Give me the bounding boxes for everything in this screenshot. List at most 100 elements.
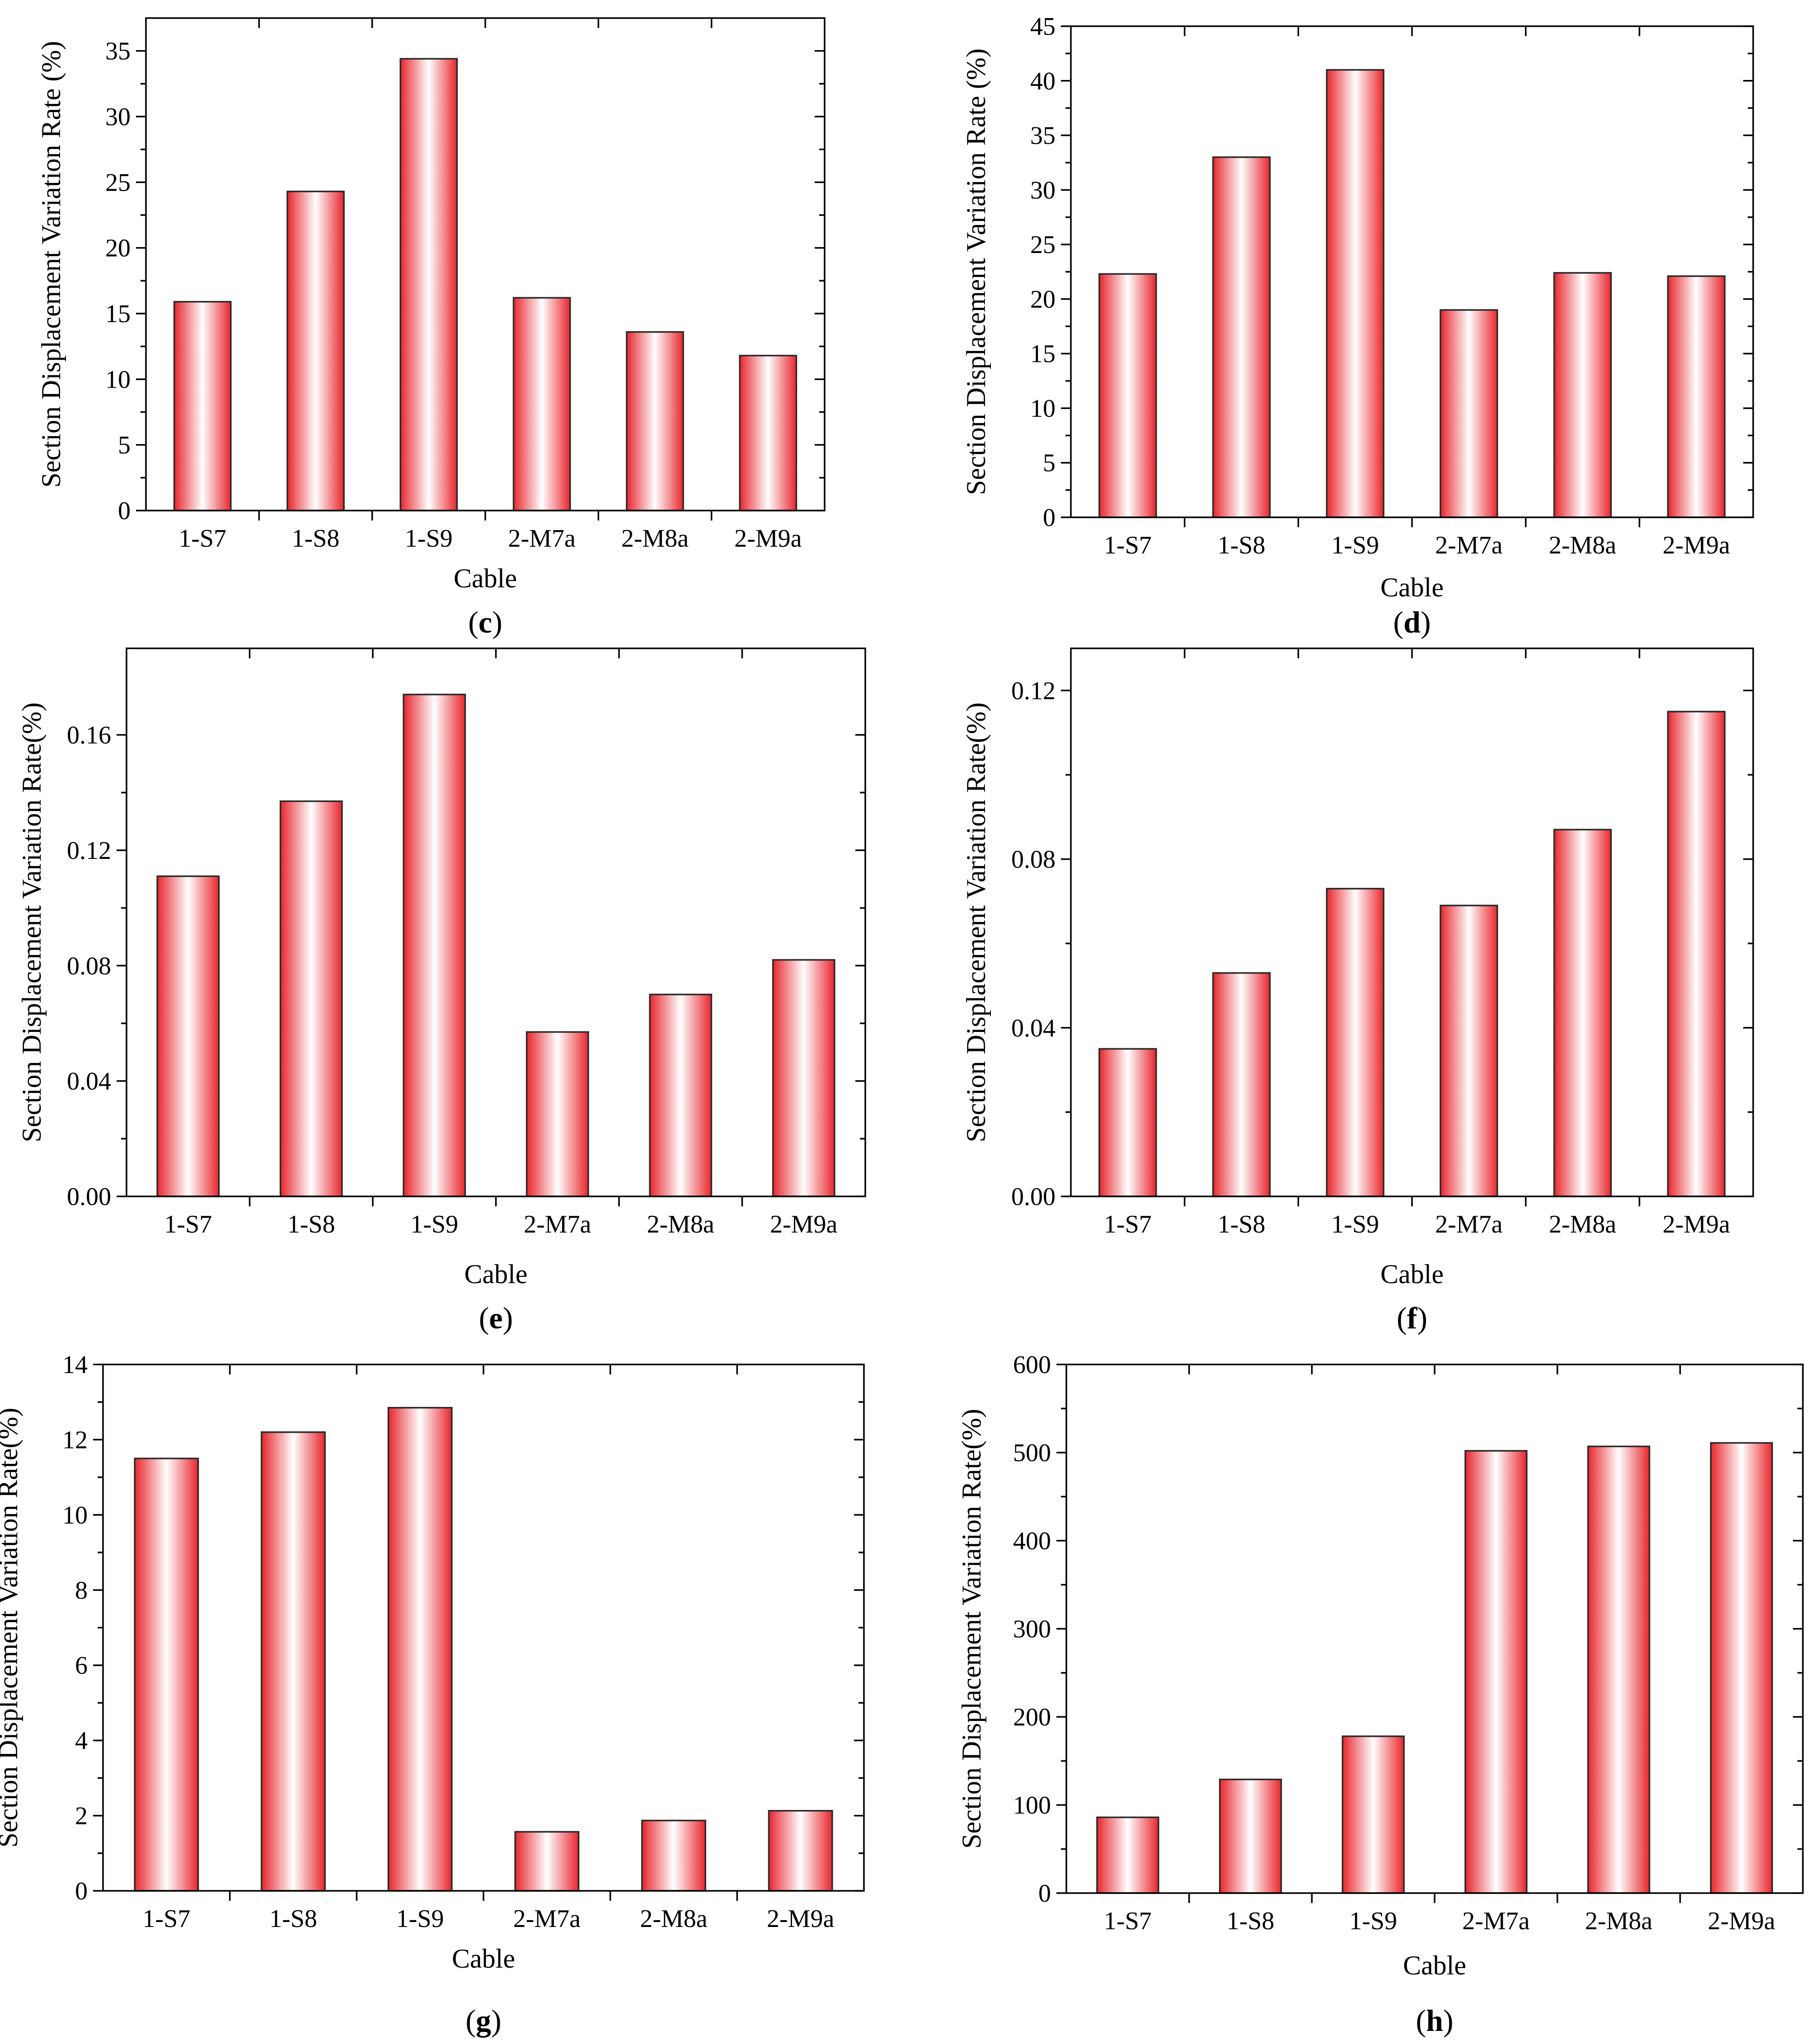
x-tick-label: 2-M7a xyxy=(1435,1210,1502,1238)
y-tick-label: 0.16 xyxy=(67,722,111,750)
y-tick-label: 40 xyxy=(1030,67,1056,95)
bar-1-S7 xyxy=(1096,1816,1159,1894)
bar-2-M8a xyxy=(641,1819,706,1892)
y-tick-label: 0.08 xyxy=(67,952,111,980)
x-tick-label: 2-M7a xyxy=(513,1905,581,1933)
bar-1-S9 xyxy=(1342,1735,1405,1894)
x-tick-label: 2-M9a xyxy=(734,525,802,553)
y-tick-label: 15 xyxy=(105,300,131,328)
x-tick-label: 2-M9a xyxy=(770,1210,837,1238)
bar-2-M7a xyxy=(512,297,571,511)
bar-2-M8a xyxy=(626,331,684,511)
x-tick-label: 1-S7 xyxy=(1104,1907,1152,1935)
x-tick-label: 1-S8 xyxy=(1227,1907,1275,1935)
x-tick-label: 1-S9 xyxy=(405,525,453,553)
y-tick-label: 400 xyxy=(1013,1527,1051,1555)
bar-1-S7 xyxy=(1098,1048,1157,1197)
bar-1-S8 xyxy=(286,190,345,511)
y-tick-label: 200 xyxy=(1013,1703,1051,1731)
y-tick-label: 2 xyxy=(75,1802,88,1830)
x-tick-label: 2-M8a xyxy=(1549,1210,1616,1238)
bar-2-M9a xyxy=(739,355,798,511)
x-axis-title: Cable xyxy=(452,1944,515,1974)
bar-2-M7a xyxy=(1440,309,1498,518)
y-axis-title: Section Displacement Variation Rate(%) xyxy=(17,703,47,1143)
bar-2-M7a xyxy=(514,1831,580,1892)
y-tick-label: 500 xyxy=(1013,1439,1051,1467)
y-tick-label: 0 xyxy=(118,497,131,525)
y-axis-title: Section Displacement Variation Rate (%) xyxy=(961,48,991,495)
x-tick-label: 1-S8 xyxy=(1218,1210,1266,1238)
panel-label: (d) xyxy=(1393,605,1431,639)
x-tick-label: 1-S9 xyxy=(1349,1907,1397,1935)
x-tick-label: 2-M8a xyxy=(1585,1907,1652,1935)
y-axis-title: Section Displacement Variation Rate(%) xyxy=(961,703,991,1143)
y-tick-label: 0 xyxy=(1038,1880,1051,1908)
bar-2-M8a xyxy=(1553,829,1612,1197)
y-tick-label: 0 xyxy=(75,1877,88,1905)
chart-panel-e: 0.00 0.04 0.08 0.12 0.16 1-S7 1-S8 1-S9 2-M7a 2-M… xyxy=(17,647,866,1335)
plot-frame xyxy=(1070,25,1754,518)
y-tick-label: 600 xyxy=(1013,1351,1051,1379)
bar-1-S8 xyxy=(1219,1778,1282,1894)
y-tick-label: 8 xyxy=(75,1576,88,1604)
panel-label: (g) xyxy=(465,2003,501,2038)
bar-1-S7 xyxy=(156,875,220,1197)
y-tick-label: 14 xyxy=(62,1351,88,1379)
x-tick-label: 2-M8a xyxy=(621,525,689,553)
plot-frame xyxy=(126,647,866,1197)
y-tick-label: 0.08 xyxy=(1011,846,1056,874)
x-tick-label: 1-S9 xyxy=(1331,1210,1379,1238)
bar-2-M8a xyxy=(1587,1445,1651,1894)
y-tick-label: 45 xyxy=(1030,13,1056,41)
x-tick-label: 2-M9a xyxy=(767,1905,834,1933)
bar-1-S8 xyxy=(1212,972,1271,1197)
y-tick-label: 0.04 xyxy=(1011,1014,1056,1042)
bar-2-M8a xyxy=(649,994,713,1197)
y-tick-label: 10 xyxy=(62,1501,88,1529)
y-tick-label: 20 xyxy=(1030,286,1056,314)
bar-2-M9a xyxy=(768,1810,833,1892)
bar-1-S9 xyxy=(1326,69,1384,518)
x-tick-label: 2-M8a xyxy=(1549,531,1616,559)
bar-2-M8a xyxy=(1553,272,1612,518)
x-tick-label: 2-M8a xyxy=(640,1905,707,1933)
y-tick-label: 30 xyxy=(105,103,131,131)
bar-1-S9 xyxy=(1326,888,1384,1197)
x-tick-label: 1-S9 xyxy=(1331,531,1379,559)
bar-1-S7 xyxy=(173,301,232,511)
y-tick-label: 10 xyxy=(1030,394,1056,422)
x-tick-label: 1-S8 xyxy=(287,1210,335,1238)
y-tick-label: 5 xyxy=(1043,449,1056,477)
bar-2-M9a xyxy=(1667,711,1726,1197)
x-axis-title: Cable xyxy=(454,563,517,593)
x-tick-label: 1-S7 xyxy=(178,525,226,553)
x-axis-title: Cable xyxy=(1380,1259,1444,1289)
plot-frame xyxy=(1070,647,1754,1197)
y-tick-label: 5 xyxy=(118,431,131,459)
y-tick-label: 0.12 xyxy=(67,837,111,865)
y-tick-label: 6 xyxy=(75,1652,88,1680)
chart-panel-c: 0 5 10 15 20 25 30 35 1-S7 1-S8 1-S9 2-M7a 2-M8a 2-M9… xyxy=(36,17,826,639)
y-tick-label: 100 xyxy=(1013,1791,1051,1819)
y-tick-label: 0.04 xyxy=(67,1068,111,1096)
y-tick-label: 15 xyxy=(1030,340,1056,368)
x-tick-label: 1-S7 xyxy=(1104,531,1152,559)
bar-2-M7a xyxy=(1464,1450,1528,1894)
y-tick-label: 12 xyxy=(62,1426,88,1454)
y-tick-label: 0 xyxy=(1043,504,1056,532)
y-tick-label: 25 xyxy=(105,169,131,197)
panel-label: (e) xyxy=(479,1301,513,1335)
bar-1-S8 xyxy=(279,800,343,1197)
x-tick-label: 1-S8 xyxy=(1218,531,1266,559)
x-tick-label: 1-S9 xyxy=(396,1905,444,1933)
panel-label: (c) xyxy=(468,605,502,639)
y-axis-title: Section Displacement Variation Rate(%) xyxy=(0,1408,23,1848)
x-axis-title: Cable xyxy=(1403,1950,1466,1980)
x-tick-label: 2-M7a xyxy=(524,1210,591,1238)
y-tick-label: 0.00 xyxy=(1011,1183,1056,1211)
x-tick-label: 1-S9 xyxy=(410,1210,458,1238)
y-tick-label: 20 xyxy=(105,234,131,263)
